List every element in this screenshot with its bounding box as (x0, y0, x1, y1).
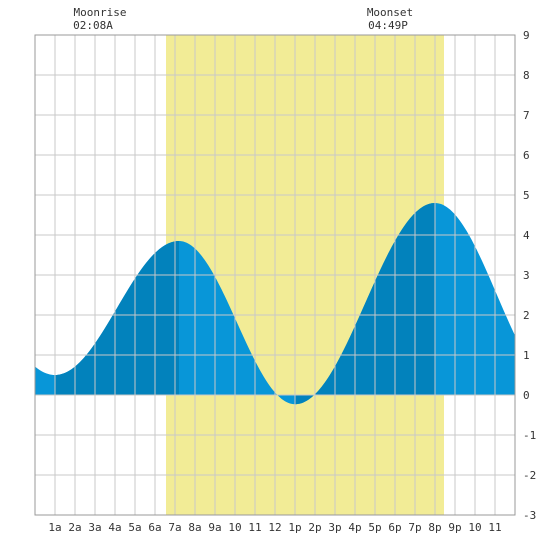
x-tick-label: 6p (388, 521, 401, 534)
y-tick-label: -3 (523, 509, 536, 522)
x-tick-label: 11 (488, 521, 501, 534)
x-tick-label: 9p (448, 521, 461, 534)
x-tick-label: 2p (308, 521, 321, 534)
moonrise-time: 02:08A (73, 19, 113, 32)
x-tick-label: 10 (228, 521, 241, 534)
plot-frame (34, 34, 516, 516)
y-tick-label: 2 (523, 309, 530, 322)
y-tick-label: 8 (523, 69, 530, 82)
y-tick-label: 1 (523, 349, 530, 362)
x-tick-label: 5p (368, 521, 381, 534)
x-tick-label: 1p (288, 521, 301, 534)
y-axis-ticks: -3 -2 -1 0 1 2 3 4 5 6 7 8 9 (523, 29, 536, 522)
x-tick-label: 9a (208, 521, 221, 534)
x-tick-label: 3p (328, 521, 341, 534)
x-tick-label: 6a (148, 521, 161, 534)
x-tick-label: 11 (248, 521, 261, 534)
x-tick-label: 7a (168, 521, 181, 534)
tide-area-dark-1 (55, 241, 179, 395)
x-tick-label: 3a (88, 521, 101, 534)
x-tick-label: 4a (108, 521, 121, 534)
y-tick-label: 5 (523, 189, 530, 202)
x-tick-label: 4p (348, 521, 361, 534)
x-tick-label: 8a (188, 521, 201, 534)
moonset-label: Moonset (367, 6, 413, 19)
x-tick-label: 7p (408, 521, 421, 534)
x-tick-label: 5a (128, 521, 141, 534)
moonrise-label: Moonrise (74, 6, 127, 19)
y-tick-label: 4 (523, 229, 530, 242)
moonset-time: 04:49P (368, 19, 408, 32)
y-tick-label: 9 (523, 29, 530, 42)
x-tick-label: 12 (268, 521, 281, 534)
tide-area-dark-2 (295, 203, 435, 405)
y-tick-label: -1 (523, 429, 536, 442)
y-tick-label: 0 (523, 389, 530, 402)
x-axis-ticks: 1a 2a 3a 4a 5a 6a 7a 8a 9a 10 11 12 1p 2p 3p 4p 5p 6p 7p 8p… (48, 521, 501, 534)
x-tick-label: 1a (48, 521, 61, 534)
y-tick-label: 7 (523, 109, 530, 122)
x-tick-label: 10 (468, 521, 481, 534)
y-tick-label: -2 (523, 469, 536, 482)
x-tick-label: 8p (428, 521, 441, 534)
y-tick-label: 3 (523, 269, 530, 282)
x-tick-label: 2a (68, 521, 81, 534)
y-tick-label: 6 (523, 149, 530, 162)
